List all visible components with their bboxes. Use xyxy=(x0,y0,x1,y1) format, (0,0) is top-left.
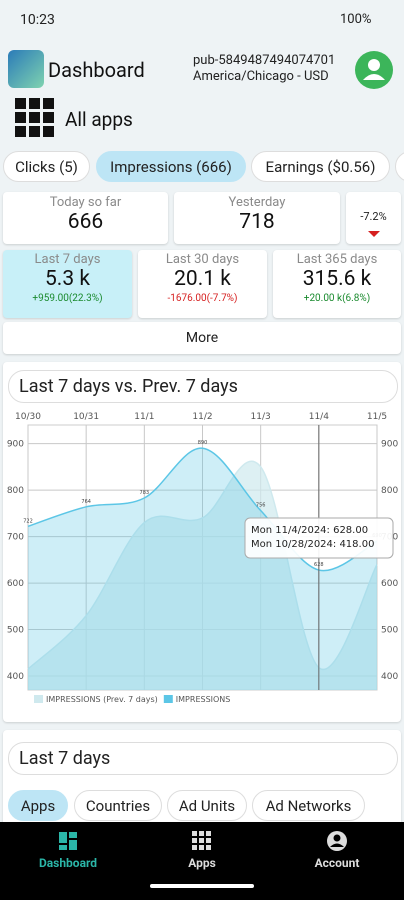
card-label: Yesterday xyxy=(228,195,286,210)
y-tick-label: 700 xyxy=(7,533,24,543)
down-arrow xyxy=(367,231,380,237)
home-indicator xyxy=(150,884,254,888)
card-label: Last 365 days xyxy=(296,252,378,267)
y2-tick-label: 800 xyxy=(381,486,398,496)
chart: 40040050050060060070070080080090090010/3… xyxy=(7,412,399,704)
nav-label[interactable]: Dashboard xyxy=(38,856,98,870)
legend-swatch xyxy=(163,695,173,703)
grid-icon[interactable] xyxy=(15,98,55,138)
nav-label[interactable]: Account xyxy=(314,856,360,870)
chart-title: Last 7 days vs. Prev. 7 days xyxy=(8,370,398,403)
avatar[interactable] xyxy=(354,50,394,90)
y-tick-label: 600 xyxy=(7,579,24,589)
nav-icon[interactable] xyxy=(191,830,213,852)
data-label: 890 xyxy=(198,440,208,446)
app-icon xyxy=(8,50,44,88)
report-title: Last 7 days xyxy=(8,742,398,775)
tooltip-line: Mon 10/28/2024: 418.00 xyxy=(251,539,374,550)
card-value: 5.3 k xyxy=(45,267,90,291)
y-tick-label: 900 xyxy=(7,440,24,450)
locale: America/Chicago - USD xyxy=(193,69,329,84)
period-card[interactable]: Last 7 days 5.3 k +959.00(22.3%) xyxy=(3,250,132,318)
change-card: -7.2% xyxy=(346,192,401,244)
publisher-id: pub-5849487494074701 xyxy=(193,53,336,68)
x-tick-label: 11/1 xyxy=(134,412,154,422)
battery: 100% xyxy=(340,12,372,27)
header-title: Dashboard xyxy=(48,58,145,82)
period-card[interactable]: Last 365 days 315.6 k +20.00 k(6.8%) xyxy=(273,250,401,318)
tooltip-box xyxy=(244,517,394,559)
yesterday-card: Yesterday 718 xyxy=(174,192,340,244)
y-tick-label: 400 xyxy=(7,672,24,682)
card-label: Last 30 days xyxy=(165,252,240,267)
card-change: -1676.00(-7.7%) xyxy=(167,293,238,304)
tab-overflow[interactable] xyxy=(395,151,404,182)
nav-label[interactable]: Apps xyxy=(188,856,216,870)
y2-tick-label: 500 xyxy=(381,626,398,636)
status-time: 10:23 xyxy=(20,12,55,28)
y-tick-label: 500 xyxy=(7,626,24,636)
y2-tick-label: 400 xyxy=(381,672,398,682)
card-label: Last 7 days xyxy=(34,252,101,267)
metric-tab[interactable]: Earnings ($0.56) xyxy=(251,151,390,182)
card-value: 20.1 k xyxy=(174,267,231,291)
card-change: +20.00 k(6.8%) xyxy=(303,293,371,304)
data-label: 764 xyxy=(81,499,91,505)
y2-tick-label: 900 xyxy=(381,440,398,450)
card-change: +959.00(22.3%) xyxy=(32,293,103,304)
legend-swatch xyxy=(34,695,43,703)
y-tick-label: 800 xyxy=(7,486,24,496)
series-area xyxy=(28,461,377,690)
tooltip: Mon 11/4/2024: 628.00 Mon 10/28/2024: 418… xyxy=(244,517,394,559)
more-button[interactable]: More xyxy=(3,322,401,354)
card-label: Today so far xyxy=(49,195,122,210)
card-value: 315.6 k xyxy=(302,267,372,291)
data-label: 783 xyxy=(140,490,150,496)
filter-chip[interactable]: Apps xyxy=(8,790,68,821)
series-area xyxy=(28,448,377,690)
app-selector[interactable]: All apps xyxy=(65,108,133,131)
legend-label: IMPRESSIONS (Prev. 7 days) xyxy=(46,695,158,704)
filter-chip[interactable]: Ad Units xyxy=(167,790,247,821)
filter-chip[interactable]: Countries xyxy=(74,790,162,821)
card-value: 666 xyxy=(67,210,104,234)
x-tick-label: 11/2 xyxy=(192,412,212,422)
x-tick-label: 10/31 xyxy=(73,412,99,422)
period-card[interactable]: Last 30 days 20.1 k -1676.00(-7.7%) xyxy=(138,250,267,318)
data-label: 722 xyxy=(23,518,33,524)
nav-icon[interactable] xyxy=(57,830,79,852)
x-tick-label: 11/3 xyxy=(251,412,271,422)
legend-label: IMPRESSIONS xyxy=(176,695,231,704)
x-tick-label: 10/30 xyxy=(15,412,41,422)
card-value: 718 xyxy=(239,210,275,234)
metric-tab[interactable]: Impressions (666) xyxy=(96,151,246,182)
data-label: 756 xyxy=(256,503,266,509)
series-line xyxy=(27,460,378,671)
tooltip-line: Mon 11/4/2024: 628.00 xyxy=(251,525,368,536)
today-card: Today so far 666 xyxy=(3,192,168,244)
x-tick-label: 11/5 xyxy=(367,412,387,422)
nav-icon[interactable] xyxy=(326,830,348,852)
x-tick-label: 11/4 xyxy=(309,412,329,422)
metric-tab[interactable]: Clicks (5) xyxy=(3,151,90,182)
change-value: -7.2% xyxy=(360,210,387,223)
filter-chip[interactable]: Ad Networks xyxy=(252,790,365,821)
y2-tick-label: 600 xyxy=(381,579,398,589)
